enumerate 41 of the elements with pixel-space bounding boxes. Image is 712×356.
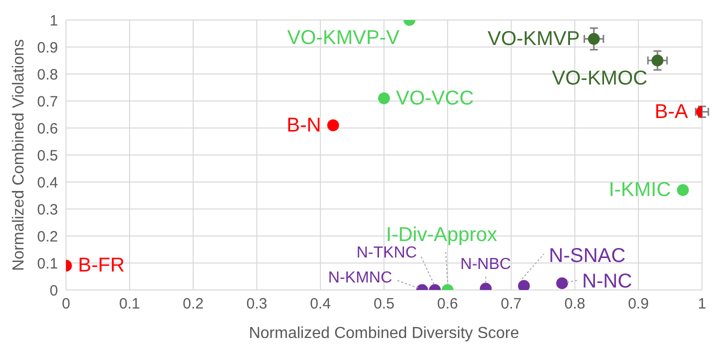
x-tick-label: 0.2 [182,296,204,313]
y-tick-label: 0.7 [37,93,58,110]
x-tick-label: 0.5 [374,296,394,313]
data-label: VO-KMVP-V [287,27,400,49]
data-label: VO-VCC [396,87,474,110]
y-tick-label: 0.6 [37,120,58,138]
y-axis-title: Normalized Combined Violations [10,39,28,271]
data-label: B-A [654,100,689,123]
y-tick-label: 0.5 [37,147,58,164]
x-axis-title: Normalized Combined Diversity Score [248,325,520,342]
y-tick-label: 0.2 [37,228,58,246]
data-label: I-Div-Approx [386,224,498,246]
data-label: B-N [286,114,322,136]
x-tick-label: 1 [698,296,706,313]
x-tick-label: 0.1 [119,296,140,313]
x-tick-label: 0.8 [564,296,586,313]
y-tick-label: 0.4 [37,174,58,192]
point [378,92,390,104]
x-tick-label: 0.4 [310,296,331,313]
y-tick-label: 0.8 [37,66,58,84]
y-tick-label: 0.9 [37,39,58,56]
data-label: I-KMIC [608,179,671,202]
data-label: B-FR [78,254,125,277]
y-tick-label: 0.3 [37,201,58,218]
y-tick-label: 0.1 [37,255,58,272]
data-label: N-SNAC [548,244,626,267]
x-tick-label: 0 [62,296,70,313]
data-label: N-KMNC [328,270,392,286]
y-tick-label: 1 [50,12,58,30]
x-tick-label: 0.7 [500,296,522,313]
y-tick-label: 0 [50,282,58,300]
data-label: VO-KMVP [488,28,580,50]
data-label: N-TKNC [356,244,417,262]
point [677,184,689,196]
x-tick-label: 0.9 [628,296,649,313]
x-tick-label: 0.3 [246,296,268,313]
data-label: N-NC [582,270,632,292]
x-tick-label: 0.6 [437,296,458,313]
data-label: N-NBC [460,256,512,274]
point [518,280,530,290]
data-label: VO-KMOC [552,68,648,90]
